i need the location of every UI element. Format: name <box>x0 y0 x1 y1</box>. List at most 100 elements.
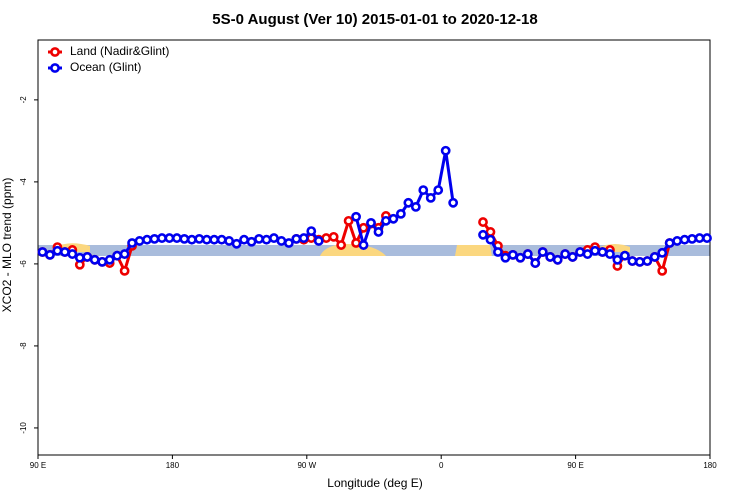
data-point <box>634 256 645 267</box>
y-axis-label: XCO2 - MLO trend (ppm) <box>0 178 14 313</box>
data-point <box>283 238 294 248</box>
data-point <box>74 252 85 263</box>
data-point <box>164 233 175 243</box>
data-point <box>351 238 361 248</box>
data-point <box>664 238 675 248</box>
data-point <box>321 233 332 243</box>
data-point <box>485 234 496 245</box>
land-band <box>455 245 492 256</box>
data-point <box>448 197 459 208</box>
data-point <box>627 256 638 266</box>
y-tick-label: -8 <box>19 342 28 350</box>
data-point <box>313 236 324 246</box>
data-point <box>612 254 623 265</box>
data-point <box>269 233 279 243</box>
data-point <box>224 236 235 246</box>
data-point <box>410 202 421 212</box>
x-tick-label: 90 W <box>297 461 316 470</box>
data-point <box>179 233 190 244</box>
data-point <box>351 211 361 222</box>
data-point <box>478 229 488 240</box>
data-point <box>530 258 541 268</box>
data-point <box>373 227 384 237</box>
data-point <box>291 233 302 244</box>
data-point <box>575 247 585 257</box>
data-point <box>642 256 653 266</box>
data-point <box>560 249 571 259</box>
data-point <box>306 226 317 236</box>
data-point <box>597 247 608 257</box>
data-point <box>254 233 264 244</box>
y-tick-label: -2 <box>19 96 28 104</box>
x-tick-label: 0 <box>439 461 444 470</box>
y-tick-label: -6 <box>19 260 28 268</box>
data-point <box>590 245 600 256</box>
x-tick-label: 90 E <box>567 461 583 470</box>
data-point <box>112 250 123 261</box>
data-point <box>149 233 160 244</box>
data-point <box>522 249 533 259</box>
data-point <box>567 252 578 262</box>
data-point <box>216 234 227 245</box>
data-point <box>582 249 593 259</box>
data-point <box>500 252 511 263</box>
data-point <box>127 238 137 248</box>
data-point <box>37 247 48 257</box>
data-point <box>679 234 690 245</box>
data-point <box>425 192 436 203</box>
data-point <box>209 234 220 245</box>
data-point <box>231 238 242 249</box>
data-point <box>657 265 668 276</box>
data-point <box>545 252 556 262</box>
data-point <box>82 252 93 262</box>
data-point <box>440 145 451 156</box>
data-point <box>537 247 548 257</box>
data-point <box>343 215 354 226</box>
y-tick-label: -10 <box>19 422 28 434</box>
data-point <box>261 234 272 245</box>
data-point <box>649 252 660 262</box>
data-point <box>201 234 212 245</box>
data-point <box>276 236 287 246</box>
data-point <box>45 249 55 260</box>
data-point <box>97 256 108 267</box>
data-point <box>381 215 391 226</box>
data-point <box>119 265 130 276</box>
data-point <box>418 185 429 195</box>
data-point <box>358 240 369 250</box>
data-point <box>89 254 100 265</box>
data-point <box>52 245 63 256</box>
data-point <box>403 197 414 208</box>
data-point <box>186 234 197 245</box>
x-axis-label: Longitude (deg E) <box>327 476 422 490</box>
data-point <box>171 233 182 243</box>
legend-label: Land (Nadir&Glint) <box>70 44 169 58</box>
data-point <box>194 233 205 244</box>
data-point <box>702 233 712 243</box>
x-tick-label: 180 <box>703 461 717 470</box>
data-point <box>657 247 668 258</box>
x-tick-label: 180 <box>166 461 180 470</box>
data-point <box>157 233 167 243</box>
legend-marker <box>50 63 60 73</box>
land-band <box>320 244 386 256</box>
data-point <box>67 249 78 259</box>
data-point <box>485 227 496 237</box>
data-point <box>493 247 503 257</box>
data-point <box>328 231 339 242</box>
data-point <box>395 208 406 219</box>
data-point <box>552 254 563 265</box>
legend-marker <box>50 47 60 57</box>
plot-frame <box>37 39 711 456</box>
data-point <box>336 240 347 250</box>
data-point <box>239 234 249 245</box>
data-point <box>619 250 630 261</box>
data-point <box>605 249 615 259</box>
data-point <box>366 217 376 228</box>
data-point <box>478 217 488 227</box>
data-point <box>134 236 145 246</box>
data-point <box>59 247 70 257</box>
data-point <box>388 213 399 224</box>
data-point <box>246 236 257 247</box>
